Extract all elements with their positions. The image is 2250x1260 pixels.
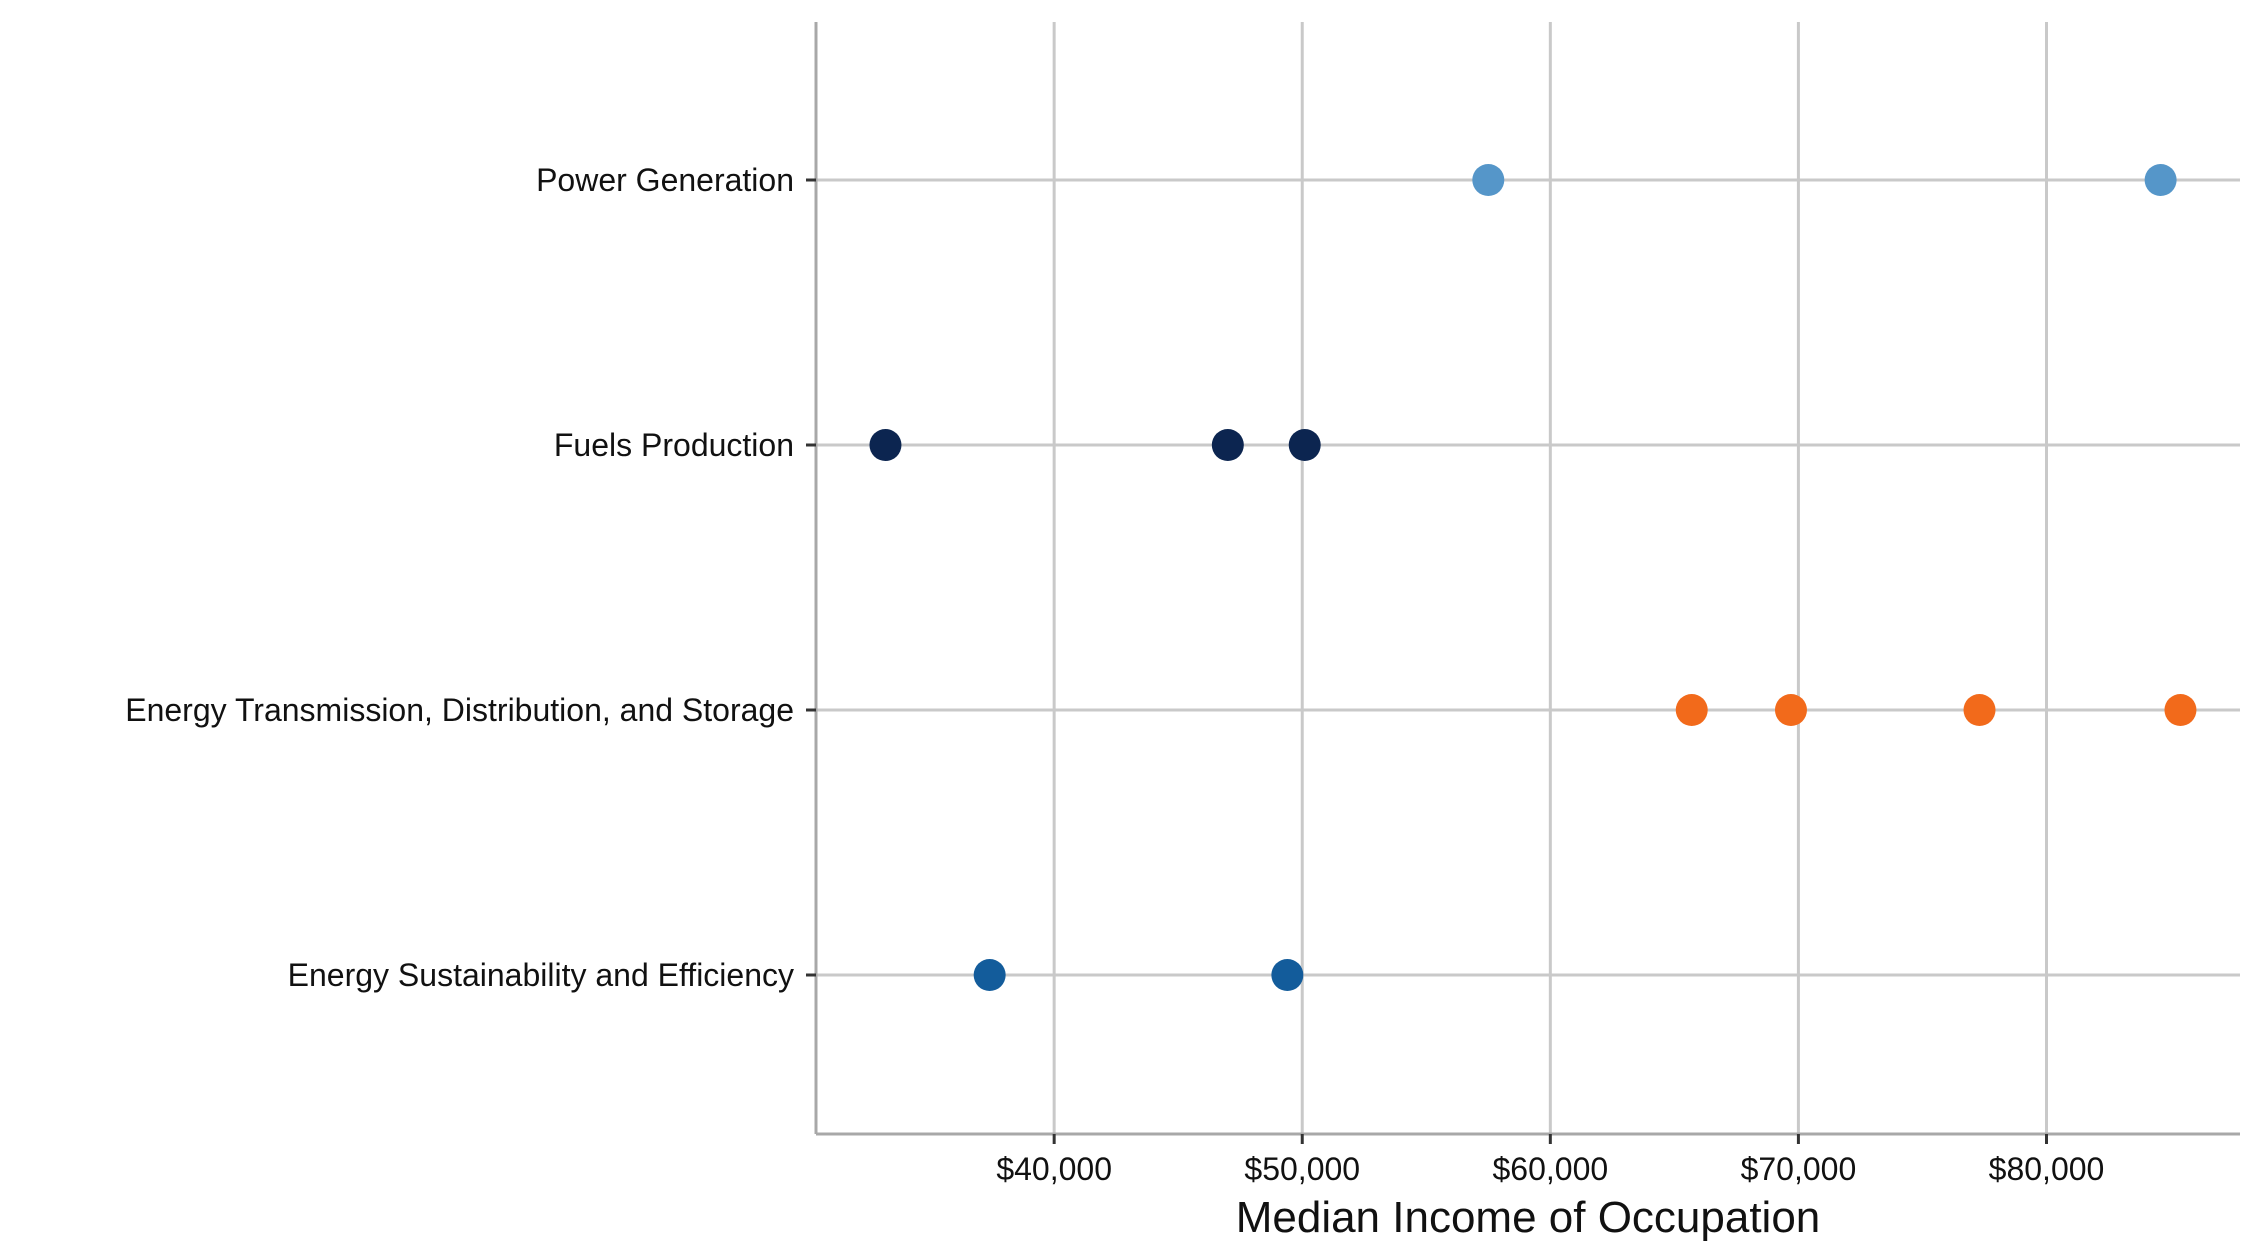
y-tick-label: Energy Transmission, Distribution, and S… <box>125 692 794 728</box>
y-axis-ticks: Power Generation Fuels Production Energy T… <box>125 162 816 993</box>
data-point <box>1211 429 1244 461</box>
data-point <box>1675 694 1708 726</box>
x-tick-label: $50,000 <box>1244 1151 1360 1187</box>
x-tick-label: $60,000 <box>1492 1151 1608 1187</box>
data-point <box>973 959 1006 991</box>
data-points <box>869 164 2197 991</box>
x-tick-label: $80,000 <box>1989 1151 2105 1187</box>
data-point <box>2164 694 2197 726</box>
y-tick-label: Power Generation <box>536 162 794 198</box>
data-point <box>1963 694 1996 726</box>
data-point <box>1288 429 1321 461</box>
y-tick-label: Fuels Production <box>554 427 794 463</box>
x-axis-title: Median Income of Occupation <box>1236 1193 1821 1242</box>
data-point <box>1271 959 1304 991</box>
data-point <box>1774 694 1807 726</box>
y-tick-label: Energy Sustainability and Efficiency <box>288 957 794 993</box>
horizontal-gridlines <box>816 178 2240 977</box>
x-tick-label: $70,000 <box>1741 1151 1857 1187</box>
data-point <box>1472 164 1505 196</box>
data-point <box>869 429 902 461</box>
vertical-gridlines <box>1052 22 2048 1134</box>
data-point <box>2144 164 2177 196</box>
x-axis-ticks: $40,000 $50,000 $60,000 $70,000 $80,000 <box>996 1134 2104 1187</box>
x-tick-label: $40,000 <box>996 1151 1112 1187</box>
